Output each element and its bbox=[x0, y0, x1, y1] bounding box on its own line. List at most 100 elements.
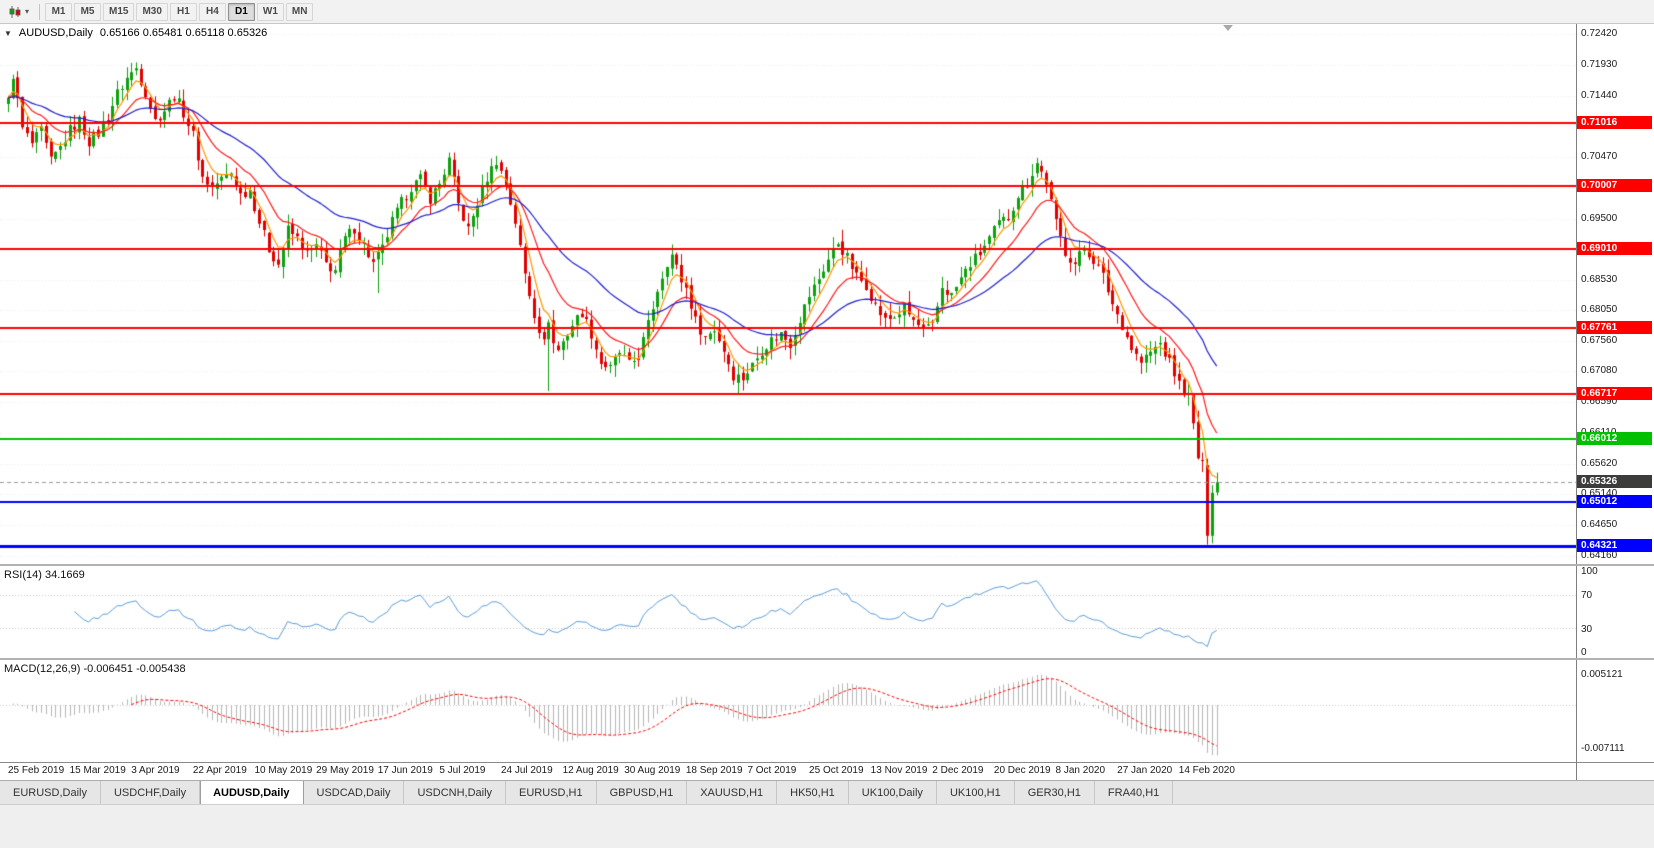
rsi-canvas[interactable] bbox=[0, 566, 1576, 658]
price-level-badge: 0.64321 bbox=[1577, 538, 1652, 552]
macd-canvas[interactable] bbox=[0, 660, 1576, 762]
chart-tab-usdcad-daily[interactable]: USDCAD,Daily bbox=[303, 781, 405, 804]
main-chart-panel: ▼ AUDUSD,Daily 0.65166 0.65481 0.65118 0… bbox=[0, 24, 1654, 564]
date-tick-label: 12 Aug 2019 bbox=[562, 765, 619, 776]
price-axis[interactable]: 0.724200.719300.714400.709600.704700.699… bbox=[1576, 24, 1654, 564]
date-tick-label: 18 Sep 2019 bbox=[685, 765, 743, 776]
date-tick-label: 15 Mar 2019 bbox=[69, 765, 126, 776]
rsi-plot-area: RSI(14) 34.1669 bbox=[0, 566, 1576, 658]
date-tick-label: 22 Apr 2019 bbox=[192, 765, 247, 776]
toolbar-separator bbox=[39, 3, 41, 20]
price-level-badge: 0.66012 bbox=[1577, 431, 1652, 445]
chart-tab-usdchf-daily[interactable]: USDCHF,Daily bbox=[100, 781, 201, 804]
date-tick-label: 2 Dec 2019 bbox=[932, 765, 984, 776]
price-tick-label: 0.64650 bbox=[1581, 519, 1618, 531]
chart-tab-eurusd-daily[interactable]: EURUSD,Daily bbox=[0, 781, 101, 804]
date-tick-label: 7 Oct 2019 bbox=[747, 765, 797, 776]
macd-plot-area: MACD(12,26,9) -0.006451 -0.005438 bbox=[0, 660, 1576, 762]
chart-tab-usdcnh-daily[interactable]: USDCNH,Daily bbox=[404, 781, 507, 804]
timeframe-button-group: M1 M5 M15 M30 H1 H4 D1 W1 MN bbox=[45, 2, 314, 21]
timeframe-button-m30[interactable]: M30 bbox=[136, 2, 168, 21]
rsi-indicator-label: RSI(14) 34.1669 bbox=[4, 569, 85, 581]
timeframe-toolbar: ▾ M1 M5 M15 M30 H1 H4 D1 W1 MN bbox=[0, 0, 1654, 24]
time-axis-labels: 25 Feb 2019 15 Mar 2019 3 Apr 2019 22 Apr 2… bbox=[0, 762, 1576, 780]
chart-type-button[interactable]: ▾ bbox=[3, 2, 34, 22]
macd-axis[interactable]: 0.005121 -0.007111 bbox=[1576, 660, 1654, 762]
price-tick-label: 0.72420 bbox=[1581, 28, 1618, 39]
timeframe-button-h4[interactable]: H4 bbox=[198, 2, 226, 21]
chart-tab-audusd-daily[interactable]: AUDUSD,Daily bbox=[200, 781, 304, 804]
date-tick-label: 14 Feb 2020 bbox=[1178, 765, 1235, 776]
date-tick-label: 3 Apr 2019 bbox=[131, 765, 180, 776]
timeframe-button-d1[interactable]: D1 bbox=[227, 2, 255, 21]
date-tick-label: 8 Jan 2020 bbox=[1055, 765, 1106, 776]
chart-tab-uk100-h1[interactable]: UK100,H1 bbox=[936, 781, 1015, 804]
chart-tabs-bar: EURUSD,Daily USDCHF,Daily AUDUSD,Daily USDC… bbox=[0, 780, 1654, 804]
price-level-badge: 0.67761 bbox=[1577, 321, 1652, 335]
price-tick-label: 0.66590 bbox=[1581, 396, 1618, 408]
price-tick-label: 0.65620 bbox=[1581, 457, 1618, 469]
status-bar bbox=[0, 804, 1654, 848]
price-level-badge: 0.70007 bbox=[1577, 179, 1652, 193]
chart-tab-xauusd-h1[interactable]: XAUUSD,H1 bbox=[687, 781, 778, 804]
time-axis[interactable]: 25 Feb 2019 15 Mar 2019 3 Apr 2019 22 Apr 2… bbox=[0, 762, 1654, 780]
panel-splitter[interactable] bbox=[0, 658, 1654, 660]
date-tick-label: 5 Jul 2019 bbox=[439, 765, 486, 776]
price-tick-label: 0.71440 bbox=[1581, 89, 1618, 101]
macd-axis-label: 0.005121 bbox=[1581, 668, 1623, 680]
price-tick-label: 0.67560 bbox=[1581, 335, 1618, 347]
date-tick-label: 20 Dec 2019 bbox=[993, 765, 1051, 776]
candlestick-icon bbox=[9, 5, 21, 18]
chart-tab-eurusd-h1[interactable]: EURUSD,H1 bbox=[506, 781, 597, 804]
price-tick-label: 0.70470 bbox=[1581, 151, 1618, 163]
rsi-axis-label: 70 bbox=[1581, 589, 1593, 601]
date-tick-label: 29 May 2019 bbox=[316, 765, 374, 776]
date-tick-label: 30 Aug 2019 bbox=[624, 765, 681, 776]
timeframe-button-mn[interactable]: MN bbox=[285, 2, 314, 21]
timeframe-button-h1[interactable]: H1 bbox=[169, 2, 197, 21]
price-tick-label: 0.65140 bbox=[1581, 488, 1618, 500]
price-level-badge: 0.66717 bbox=[1577, 387, 1652, 401]
price-level-badge: 0.65012 bbox=[1577, 495, 1652, 509]
rsi-panel: RSI(14) 34.1669 100 70 30 0 bbox=[0, 566, 1654, 658]
panel-splitter[interactable] bbox=[0, 564, 1654, 566]
price-chart-plot-area: ▼ AUDUSD,Daily 0.65166 0.65481 0.65118 0… bbox=[0, 24, 1576, 564]
date-tick-label: 13 Nov 2019 bbox=[870, 765, 928, 776]
chart-tab-uk100-daily[interactable]: UK100,Daily bbox=[848, 781, 937, 804]
price-tick-label: 0.69500 bbox=[1581, 212, 1618, 224]
date-tick-label: 10 May 2019 bbox=[254, 765, 313, 776]
time-axis-corner bbox=[1576, 762, 1654, 780]
chart-symbol-period: AUDUSD,Daily bbox=[18, 27, 93, 39]
date-tick-label: 17 Jun 2019 bbox=[377, 765, 433, 776]
date-tick-label: 24 Jul 2019 bbox=[500, 765, 553, 776]
price-tick-label: 0.68050 bbox=[1581, 304, 1618, 316]
date-tick-label: 27 Jan 2020 bbox=[1117, 765, 1173, 776]
price-chart-canvas[interactable] bbox=[0, 24, 1576, 564]
price-level-badge: 0.69010 bbox=[1577, 242, 1652, 256]
chart-tab-hk50-h1[interactable]: HK50,H1 bbox=[777, 781, 849, 804]
price-level-badge: 0.71016 bbox=[1577, 115, 1652, 129]
chart-tab-fra40-h1[interactable]: FRA40,H1 bbox=[1094, 781, 1174, 804]
chart-tab-gbpusd-h1[interactable]: GBPUSD,H1 bbox=[596, 781, 688, 804]
macd-axis-label: -0.007111 bbox=[1581, 742, 1625, 754]
timeframe-button-m1[interactable]: M1 bbox=[45, 2, 73, 21]
rsi-axis-label: 30 bbox=[1581, 623, 1593, 635]
rsi-axis-label: 100 bbox=[1581, 566, 1598, 577]
date-tick-label: 25 Feb 2019 bbox=[8, 765, 65, 776]
timeframe-button-m5[interactable]: M5 bbox=[74, 2, 102, 21]
timeframe-button-m15[interactable]: M15 bbox=[103, 2, 135, 21]
rsi-axis[interactable]: 100 70 30 0 bbox=[1576, 566, 1654, 658]
date-tick-label: 25 Oct 2019 bbox=[809, 765, 864, 776]
macd-indicator-label: MACD(12,26,9) -0.006451 -0.005438 bbox=[4, 663, 186, 675]
timeframe-button-w1[interactable]: W1 bbox=[256, 2, 284, 21]
price-tick-label: 0.64160 bbox=[1581, 550, 1618, 561]
chart-shift-marker[interactable] bbox=[1222, 25, 1233, 31]
collapse-triangle-icon[interactable]: ▼ bbox=[4, 28, 12, 38]
chart-tab-ger30-h1[interactable]: GER30,H1 bbox=[1014, 781, 1095, 804]
current-price-badge: 0.65326 bbox=[1577, 475, 1652, 489]
price-tick-label: 0.71930 bbox=[1581, 58, 1618, 70]
chart-title: ▼ AUDUSD,Daily 0.65166 0.65481 0.65118 0… bbox=[4, 27, 267, 39]
macd-panel: MACD(12,26,9) -0.006451 -0.005438 0.0051… bbox=[0, 660, 1654, 762]
rsi-axis-label: 0 bbox=[1581, 647, 1587, 658]
